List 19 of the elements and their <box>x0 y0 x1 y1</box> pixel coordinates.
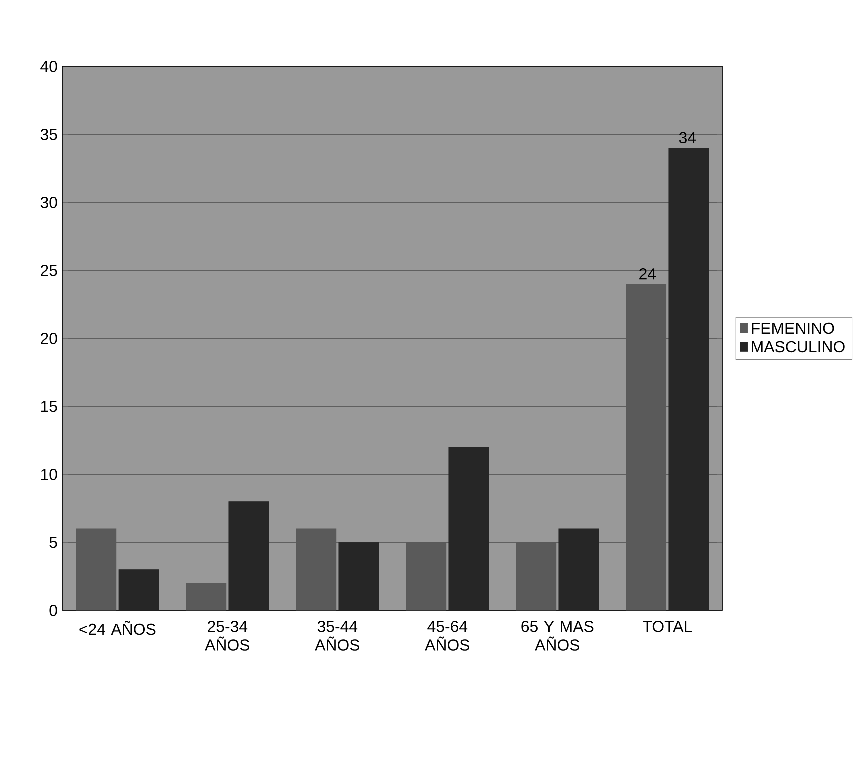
y-tick-label: 10 <box>41 468 58 480</box>
x-tick-label: <24 AÑOS <box>80 620 156 636</box>
x-tick-label: 25-34 AÑOS <box>205 620 250 651</box>
data-label: 24 <box>640 268 656 280</box>
legend-label: MASCULINO <box>752 341 845 352</box>
x-tick-label: 35-44 AÑOS <box>315 620 360 651</box>
y-tick-label: 30 <box>40 196 58 208</box>
x-tick-label: 45-64 AÑOS <box>425 620 470 651</box>
y-tick-label: 15 <box>41 400 58 412</box>
y-tick-label: 40 <box>40 60 58 72</box>
x-tick-label: 65 Y MAS AÑOS <box>522 620 594 651</box>
y-tick-label: 35 <box>40 128 58 140</box>
y-tick-label: 5 <box>50 536 58 548</box>
data-label: 34 <box>679 132 696 144</box>
x-tick-label: TOTAL <box>643 620 692 632</box>
y-tick-label: 20 <box>41 332 58 344</box>
legend-label: FEMENINO <box>752 322 834 334</box>
y-tick-label: 25 <box>41 264 58 276</box>
y-tick-label: 0 <box>50 604 58 616</box>
